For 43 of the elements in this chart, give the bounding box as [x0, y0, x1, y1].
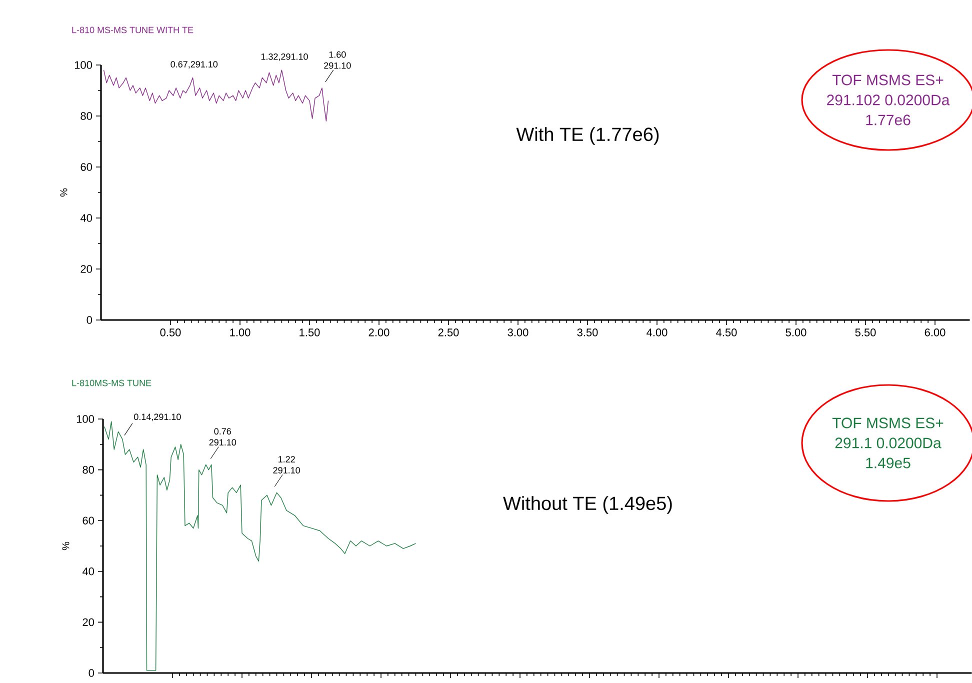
annotation: With TE (1.77e6) [516, 127, 659, 145]
x-tick-label: 2.50 [438, 328, 459, 336]
annotation: 1.49e5 [866, 458, 910, 468]
annotation: Without TE (1.49e5) [503, 496, 672, 514]
y-tick-label: 100 [74, 61, 92, 69]
y-tick-label: 0 [86, 316, 92, 324]
annotation: 291.102 0.0200Da [827, 94, 950, 106]
annotation: 1.32,291.10 [261, 53, 308, 61]
annotation: 0.76 291.10 [209, 428, 236, 446]
annotation: 1.60 291.10 [324, 51, 351, 69]
y-tick-label: 80 [80, 112, 92, 120]
x-tick-label: 3.00 [508, 328, 528, 336]
y-axis-title: % [60, 188, 68, 197]
x-tick-label: 6.00 [924, 328, 946, 336]
annotation: 0.67,291.10 [170, 61, 218, 69]
y-tick-label: 40 [80, 214, 92, 222]
y-tick-label: 20 [80, 265, 92, 273]
x-tick-label: 1.50 [300, 328, 320, 336]
y-tick-label: 60 [82, 516, 94, 524]
chart-title: L-810MS-MS TUNE [72, 380, 152, 386]
x-tick-label: 5.50 [855, 328, 876, 336]
annotation: 0.14,291.10 [134, 414, 181, 422]
annotation: TOF MSMS ES+ [832, 74, 944, 86]
annotation: 291.1 0.0200Da [835, 438, 942, 448]
x-tick-label: 5.00 [786, 328, 806, 336]
line-series [103, 70, 329, 122]
annotation: TOF MSMS ES+ [832, 418, 944, 428]
y-tick-label: 0 [88, 669, 94, 677]
annotation: 1.22 291.10 [273, 456, 300, 474]
y-tick-label: 60 [80, 163, 92, 171]
x-tick-label: 4.00 [646, 328, 668, 336]
x-tick-label: 2.00 [368, 328, 390, 336]
y-tick-label: 100 [76, 415, 94, 423]
y-tick-label: 80 [82, 466, 94, 474]
x-tick-label: 4.50 [716, 328, 737, 336]
chart-title: L-810 MS-MS TUNE WITH TE [72, 26, 194, 34]
x-tick-label: 3.50 [577, 328, 598, 336]
x-tick-label: 0.50 [160, 328, 181, 336]
y-tick-label: 40 [82, 568, 94, 576]
x-tick-label: 1.00 [230, 328, 250, 336]
y-axis-title: % [62, 542, 70, 550]
annotation: 1.77e6 [866, 114, 910, 126]
y-tick-label: 20 [82, 618, 94, 626]
